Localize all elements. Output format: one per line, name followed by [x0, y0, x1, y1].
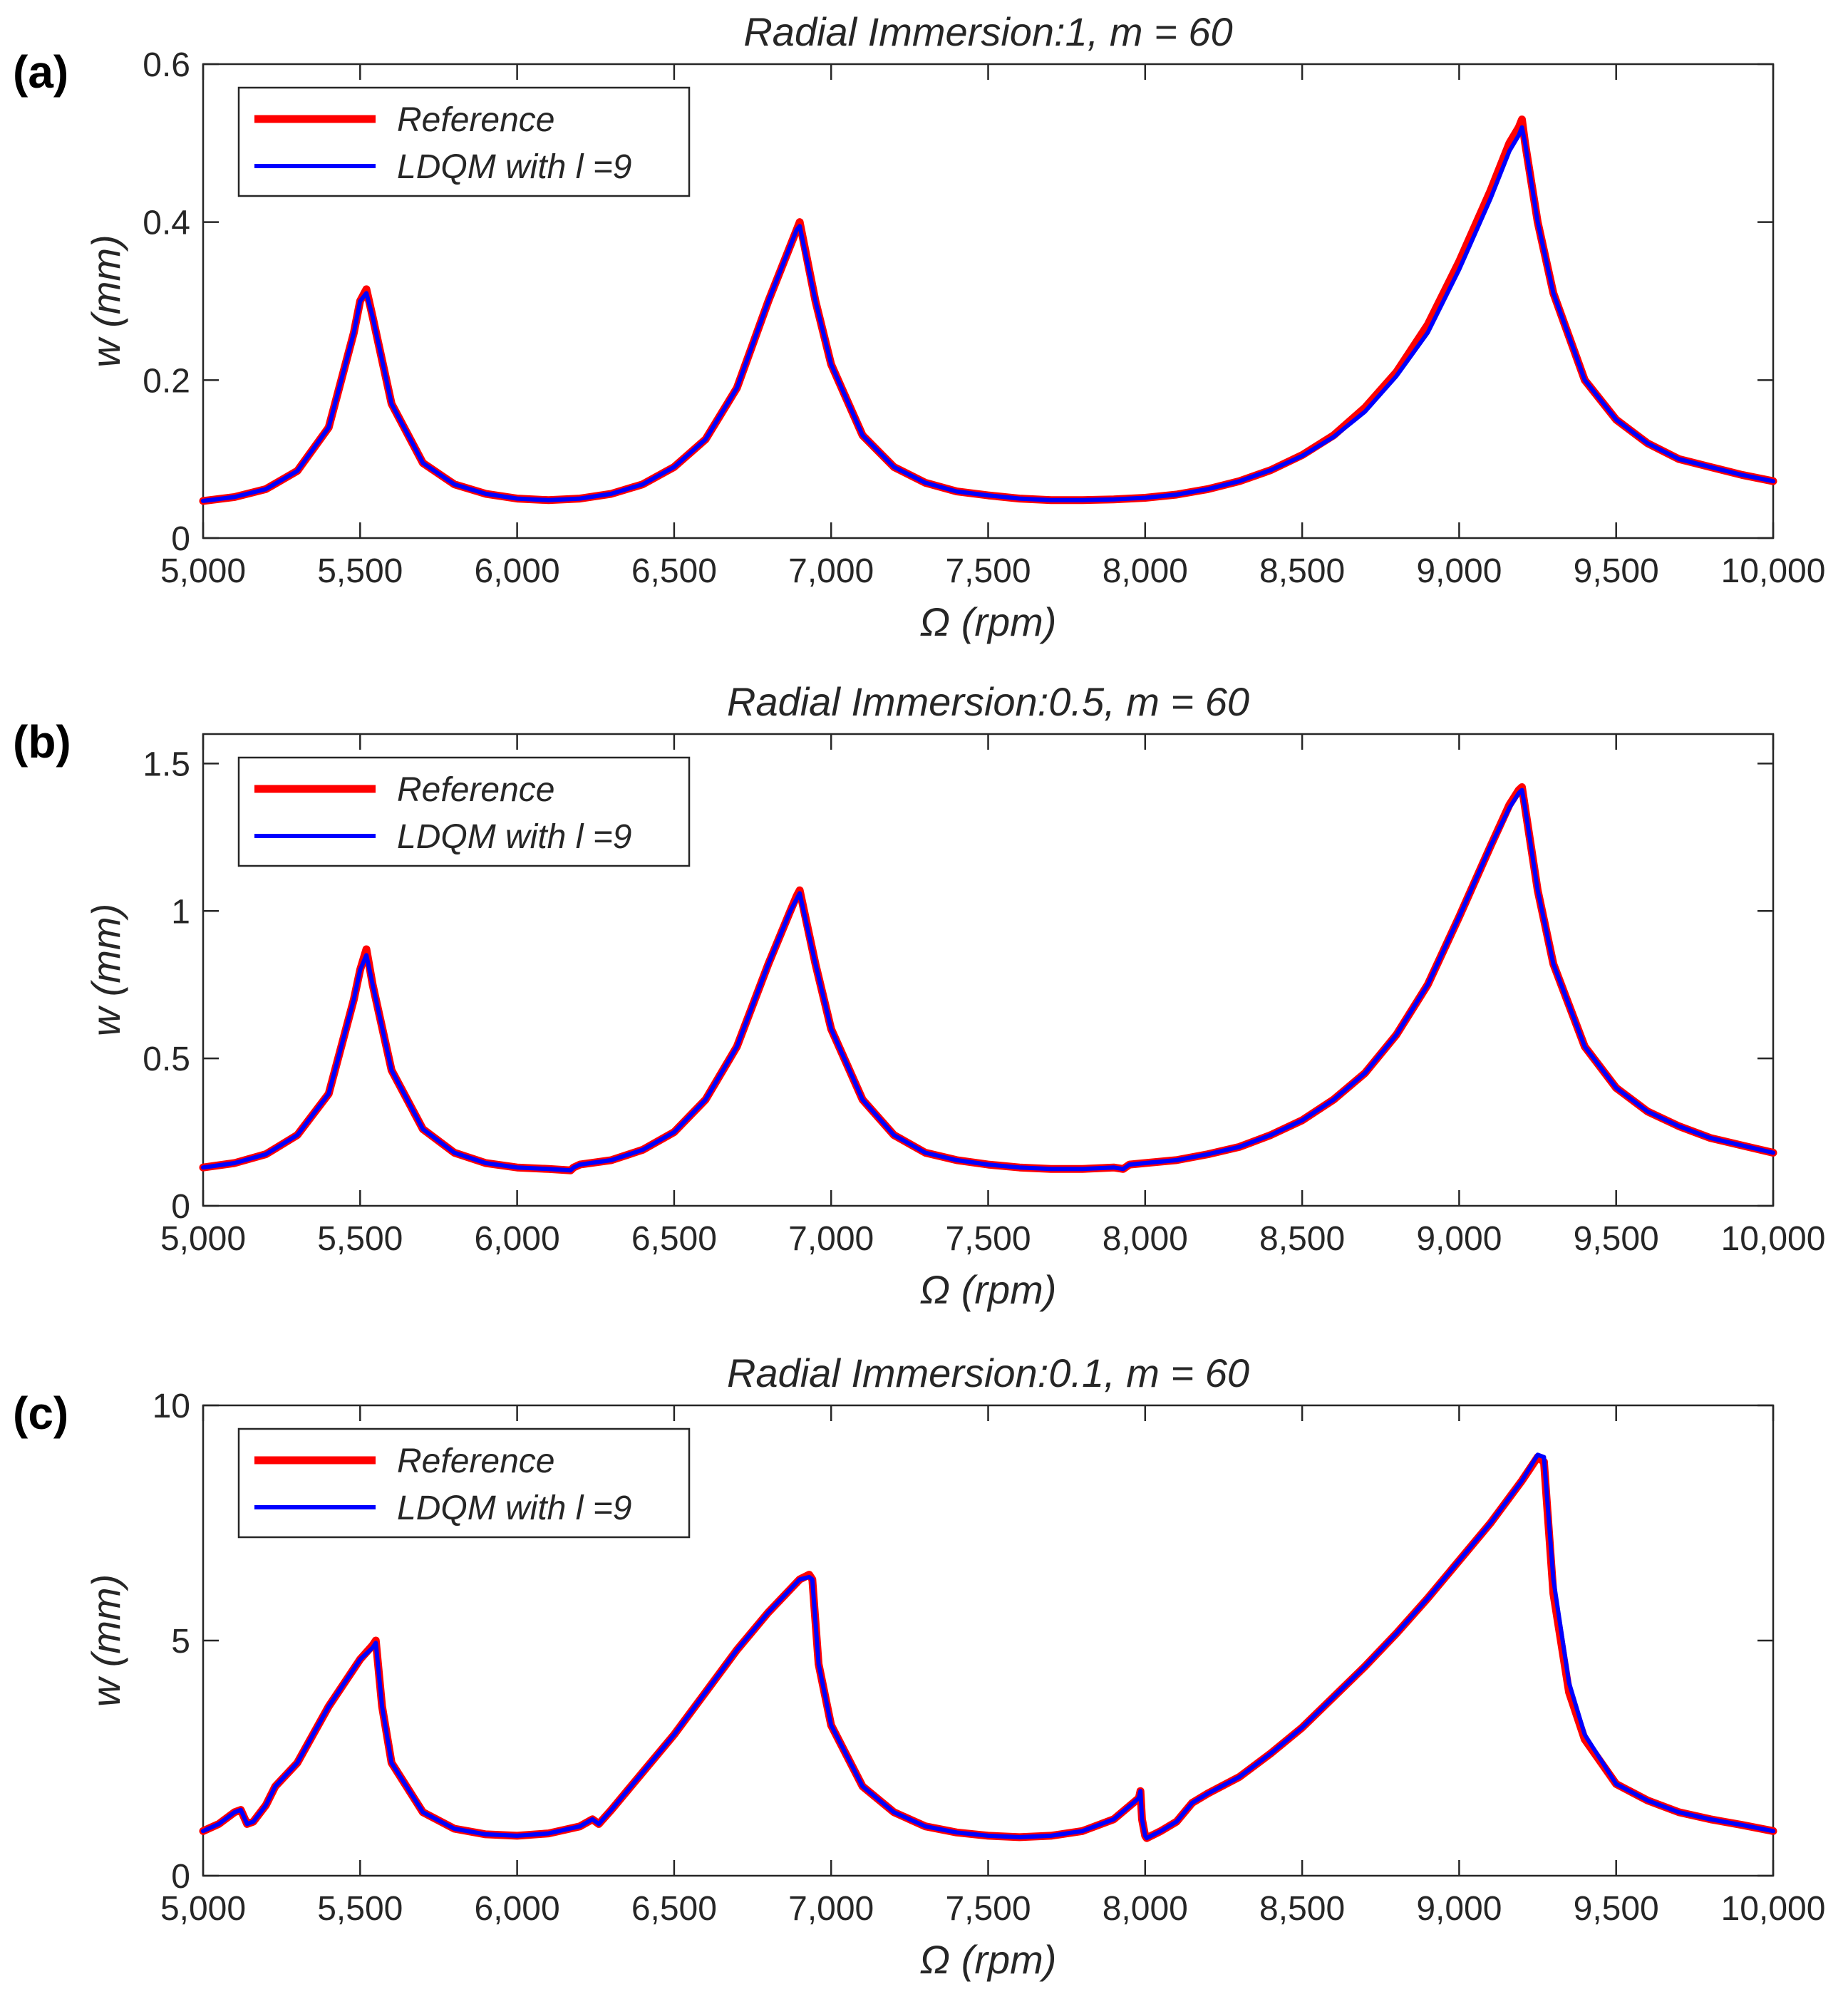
legend: Reference LDQM with l =9 [237, 86, 691, 197]
y-tick-label: 1 [171, 893, 190, 931]
x-tick-label: 8,000 [1103, 552, 1188, 590]
x-tick-label: 6,000 [475, 1890, 560, 1928]
x-tick-label: 9,000 [1416, 1220, 1502, 1258]
y-tick-label: 10 [153, 1388, 190, 1425]
chart-title: Radial Immersion:0.1, m = 60 [727, 1350, 1249, 1395]
x-tick-label: 8,500 [1259, 1220, 1345, 1258]
x-tick-label: 8,000 [1103, 1890, 1188, 1928]
x-tick-label: 5,500 [317, 1220, 403, 1258]
y-tick-label: 0.2 [143, 362, 190, 400]
panel-label: (c) [13, 1388, 68, 1439]
panel-label: (a) [13, 46, 68, 98]
x-tick-label: 8,000 [1103, 1220, 1188, 1258]
x-tick-label: 5,000 [160, 552, 246, 590]
x-axis-label: Ω (rpm) [920, 1267, 1057, 1312]
x-tick-label: 8,500 [1259, 1890, 1345, 1928]
x-axis-label: Ω (rpm) [920, 1937, 1057, 1982]
legend-box [237, 756, 691, 867]
legend-label-reference: Reference [397, 101, 554, 139]
legend-label-reference: Reference [397, 771, 554, 809]
series-line-ldqm [201, 787, 1775, 1173]
x-tick-label: 7,500 [945, 1220, 1031, 1258]
x-tick-label: 7,000 [788, 1890, 874, 1928]
x-tick-label: 9,000 [1416, 552, 1502, 590]
y-axis-label: w (mm) [83, 1574, 128, 1708]
x-tick-label: 7,000 [788, 552, 874, 590]
panel-0: 5,000 5,500 6,000 6,500 7,000 7,500 8,000 8,500… [13, 9, 1825, 644]
y-tick-label: 0.5 [143, 1040, 190, 1078]
x-tick-label: 8,500 [1259, 552, 1345, 590]
legend-label-reference: Reference [397, 1442, 554, 1480]
y-tick-label: 5 [171, 1623, 190, 1661]
legend-box [237, 1427, 691, 1539]
y-tick-label: 1.5 [143, 745, 190, 783]
legend: Reference LDQM with l =9 [237, 1427, 691, 1539]
panels: 5,000 5,500 6,000 6,500 7,000 7,500 8,000 8,500… [13, 9, 1825, 1982]
legend-label-ldqm: LDQM with l =9 [397, 818, 631, 856]
y-tick-label: 0.4 [143, 205, 190, 242]
y-axis-label: w (mm) [83, 234, 128, 368]
x-tick-label: 6,500 [631, 552, 717, 590]
x-tick-label: 6,000 [475, 552, 560, 590]
x-tick-label: 5,000 [160, 1220, 246, 1258]
panel-2: 5,000 5,500 6,000 6,500 7,000 7,500 8,000 8,500… [13, 1350, 1825, 1982]
x-tick-label: 7,500 [945, 552, 1031, 590]
x-tick-label: 9,500 [1574, 552, 1659, 590]
x-tick-label: 10,000 [1721, 1220, 1826, 1258]
chart-title: Radial Immersion:1, m = 60 [743, 9, 1232, 54]
x-axis-label: Ω (rpm) [920, 599, 1057, 644]
x-tick-label: 6,000 [475, 1220, 560, 1258]
x-tick-label: 9,500 [1574, 1220, 1659, 1258]
legend-label-ldqm: LDQM with l =9 [397, 148, 631, 186]
x-tick-label: 10,000 [1721, 552, 1826, 590]
legend: Reference LDQM with l =9 [237, 756, 691, 867]
y-tick-label: 0.6 [143, 46, 190, 84]
x-tick-label: 9,000 [1416, 1890, 1502, 1928]
panel-label: (b) [13, 716, 71, 768]
x-tick-label: 5,000 [160, 1890, 246, 1928]
y-tick-label: 0 [171, 1858, 190, 1896]
x-tick-label: 9,500 [1574, 1890, 1659, 1928]
x-tick-label: 5,500 [317, 1890, 403, 1928]
y-tick-label: 0 [171, 520, 190, 558]
x-tick-label: 5,500 [317, 552, 403, 590]
series-line-ldqm [201, 125, 1775, 503]
legend-box [237, 86, 691, 197]
x-tick-label: 6,500 [631, 1890, 717, 1928]
y-tick-label: 0 [171, 1188, 190, 1226]
x-tick-label: 10,000 [1721, 1890, 1826, 1928]
y-axis-label: w (mm) [83, 904, 128, 1037]
legend-label-ldqm: LDQM with l =9 [397, 1489, 631, 1527]
panel-1: 5,000 5,500 6,000 6,500 7,000 7,500 8,000 8,500… [13, 679, 1825, 1312]
series-line-ldqm [201, 1452, 1775, 1841]
x-tick-label: 7,500 [945, 1890, 1031, 1928]
x-tick-label: 7,000 [788, 1220, 874, 1258]
chart-title: Radial Immersion:0.5, m = 60 [727, 679, 1249, 724]
x-tick-label: 6,500 [631, 1220, 717, 1258]
